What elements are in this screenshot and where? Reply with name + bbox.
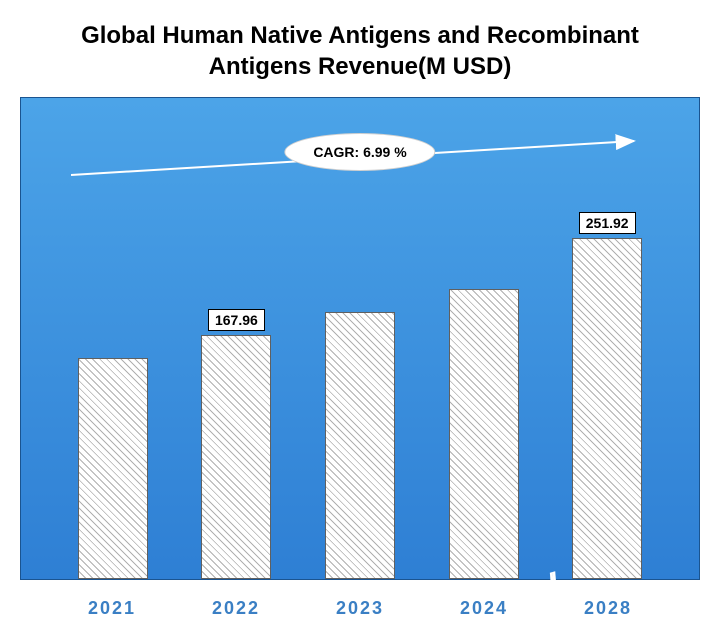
cagr-badge: CAGR: 6.99 %	[284, 133, 435, 171]
chart-title: Global Human Native Antigens and Recombi…	[20, 20, 700, 82]
bar-2022	[201, 335, 271, 579]
bar-2028	[572, 238, 642, 579]
bar-value-label: 167.96	[208, 309, 265, 331]
bar-2024	[449, 289, 519, 579]
x-tick-label: 2024	[422, 598, 546, 619]
x-tick-label: 2021	[50, 598, 174, 619]
bar-2023	[325, 312, 395, 579]
plot-area: CAGR: 6.99 % 167.96 251.92 //	[20, 97, 700, 580]
bar-2021	[78, 358, 148, 579]
chart-container: Global Human Native Antigens and Recombi…	[20, 20, 700, 619]
bar-value-label: 251.92	[579, 212, 636, 234]
x-axis: 2021 2022 2023 2024 2028	[20, 580, 700, 619]
x-tick-label: 2028	[546, 598, 670, 619]
x-tick-label: 2022	[174, 598, 298, 619]
x-tick-label: 2023	[298, 598, 422, 619]
